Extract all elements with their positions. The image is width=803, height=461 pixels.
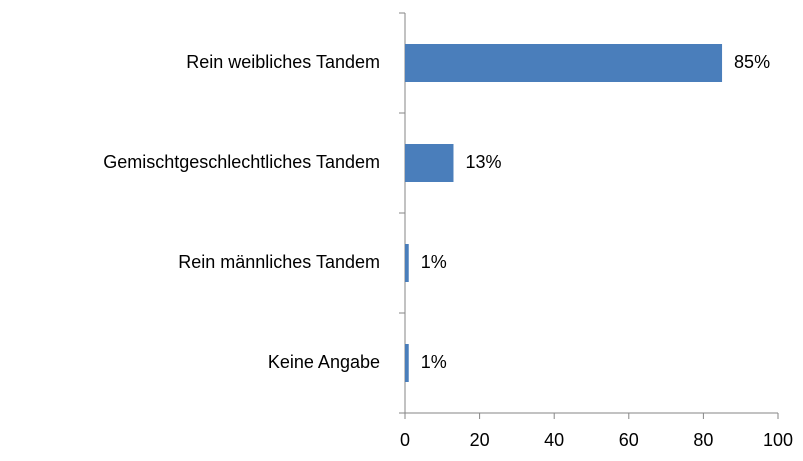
value-label: 13% (465, 152, 501, 172)
x-tick-label: 80 (693, 430, 713, 450)
x-tick-label: 100 (763, 430, 793, 450)
value-label: 1% (421, 352, 447, 372)
bar (405, 344, 409, 382)
value-label: 85% (734, 52, 770, 72)
y-tick-label: Keine Angabe (268, 352, 380, 372)
x-tick-label: 40 (544, 430, 564, 450)
bar (405, 244, 409, 282)
bar (405, 44, 723, 82)
y-tick-label: Rein weibliches Tandem (186, 52, 380, 72)
x-tick-label: 60 (619, 430, 639, 450)
value-label: 1% (421, 252, 447, 272)
x-tick-label: 0 (400, 430, 410, 450)
x-tick-label: 20 (470, 430, 490, 450)
y-tick-label: Gemischtgeschlechtliches Tandem (103, 152, 380, 172)
y-tick-label: Rein männliches Tandem (178, 252, 380, 272)
bar (405, 144, 454, 182)
